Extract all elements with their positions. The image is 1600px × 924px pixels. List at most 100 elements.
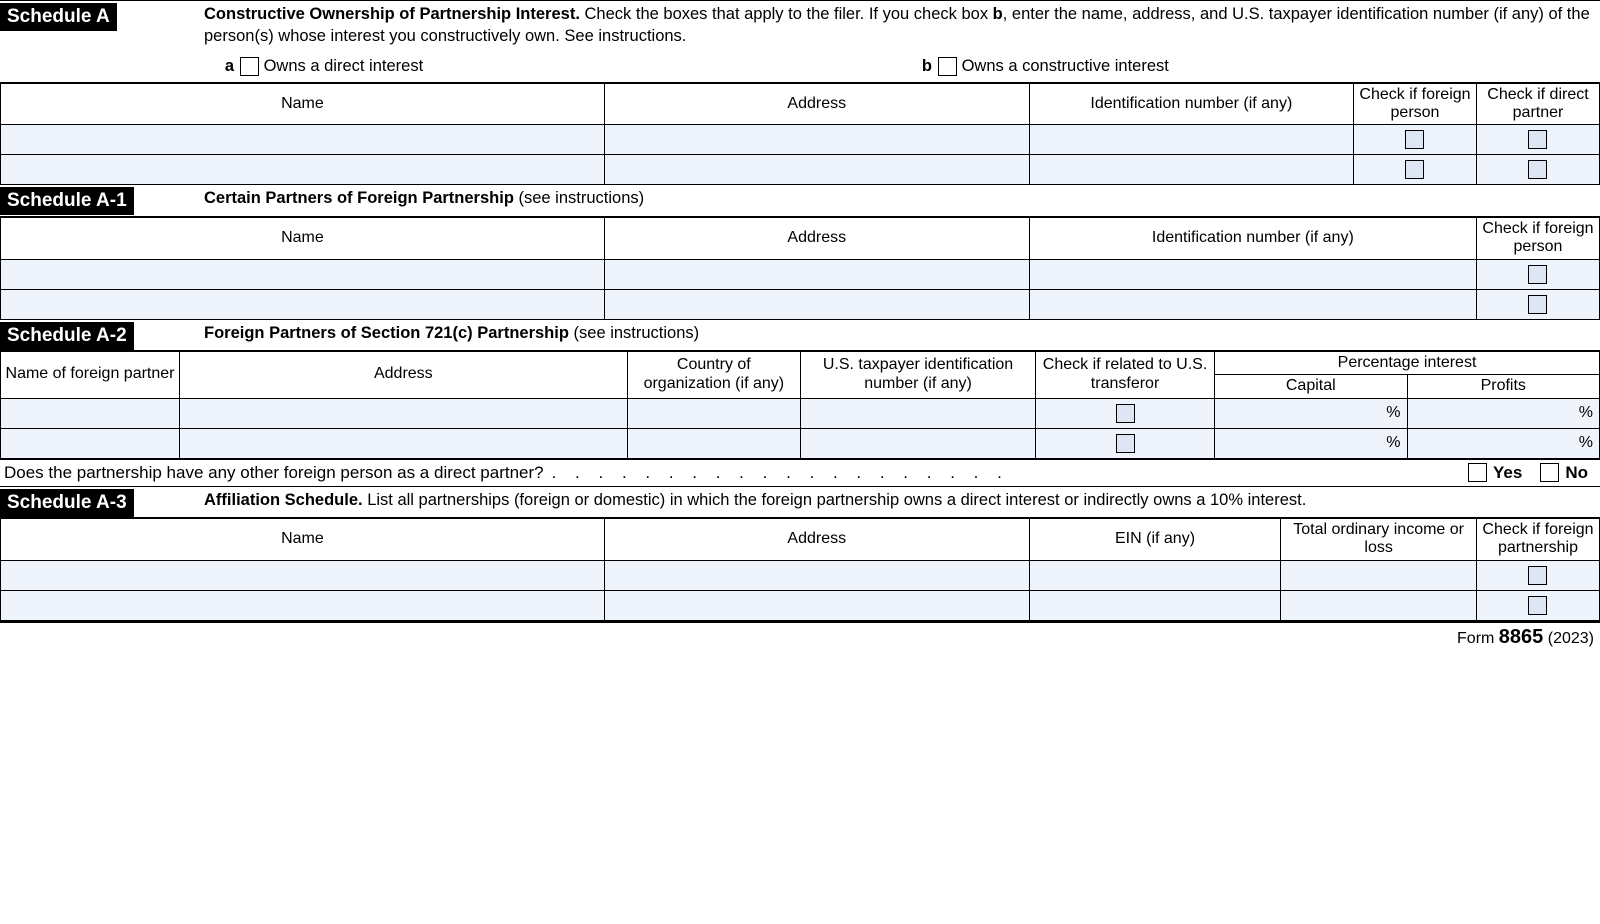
col-name: Name of foreign partner (1, 351, 180, 398)
col-related: Check if related to U.S. transferor (1036, 351, 1215, 398)
cell-id[interactable] (1029, 155, 1353, 185)
col-country: Country of organization (if any) (627, 351, 800, 398)
cell-name[interactable] (1, 428, 180, 458)
cell-address[interactable] (604, 155, 1029, 185)
opt-b-label: Owns a constructive interest (962, 57, 1169, 75)
cell-id[interactable] (801, 428, 1036, 458)
cell-foreign[interactable] (1476, 259, 1599, 289)
schedule-a2-question: Does the partnership have any other fore… (0, 459, 1600, 486)
col-ein: EIN (if any) (1029, 518, 1281, 560)
cell-name[interactable] (1, 259, 605, 289)
cell-country[interactable] (627, 428, 800, 458)
col-address: Address (604, 83, 1029, 125)
yes-label: Yes (1487, 463, 1540, 483)
cell-foreign[interactable] (1476, 289, 1599, 319)
cell-address[interactable] (180, 398, 628, 428)
cell-ein[interactable] (1029, 590, 1281, 620)
leader-dots: . . . . . . . . . . . . . . . . . . . . (544, 463, 1468, 483)
schedule-a-table: Name Address Identification number (if a… (0, 82, 1600, 186)
col-name: Name (1, 518, 605, 560)
cell-capital[interactable]: % (1215, 428, 1407, 458)
table-row: % % (1, 398, 1600, 428)
cell-foreign[interactable] (1353, 125, 1476, 155)
cell-name[interactable] (1, 155, 605, 185)
schedule-a2-title-bold: Foreign Partners of Section 721(c) Partn… (204, 324, 569, 342)
question-text: Does the partnership have any other fore… (4, 463, 544, 483)
table-row (1, 560, 1600, 590)
table-row (1, 125, 1600, 155)
checkbox-no[interactable] (1540, 463, 1559, 482)
cell-address[interactable] (604, 590, 1029, 620)
schedule-a3-header: Schedule A-3 Affiliation Schedule. List … (0, 486, 1600, 517)
cell-profits[interactable]: % (1407, 398, 1600, 428)
schedule-a-b: b (993, 5, 1003, 23)
col-capital: Capital (1215, 375, 1407, 398)
schedule-a3-title-bold: Affiliation Schedule. (204, 491, 363, 509)
col-direct: Check if direct partner (1476, 83, 1599, 125)
cell-related[interactable] (1036, 428, 1215, 458)
col-profits: Profits (1407, 375, 1600, 398)
cell-ein[interactable] (1029, 560, 1281, 590)
col-id: U.S. taxpayer identification number (if … (801, 351, 1036, 398)
schedule-a-label: Schedule A (0, 3, 117, 31)
col-foreign: Check if foreign person (1476, 217, 1599, 259)
schedule-a2-header: Schedule A-2 Foreign Partners of Section… (0, 320, 1600, 350)
table-row (1, 259, 1600, 289)
cell-address[interactable] (604, 560, 1029, 590)
cell-address[interactable] (604, 125, 1029, 155)
table-row (1, 289, 1600, 319)
cell-name[interactable] (1, 590, 605, 620)
checkbox-constructive-interest[interactable] (938, 57, 957, 76)
schedule-a1-title-rest: (see instructions) (519, 189, 645, 207)
cell-name[interactable] (1, 398, 180, 428)
schedule-a3-title-rest: List all partnerships (foreign or domest… (367, 491, 1306, 509)
cell-foreign[interactable] (1476, 560, 1599, 590)
cell-country[interactable] (627, 398, 800, 428)
schedule-a2-title-rest: (see instructions) (574, 324, 700, 342)
no-label: No (1559, 463, 1596, 483)
cell-id[interactable] (1029, 259, 1476, 289)
schedule-a-header: Schedule A Constructive Ownership of Par… (0, 0, 1600, 54)
schedule-a-options: a Owns a direct interest b Owns a constr… (0, 54, 1600, 82)
footer-form: Form (1457, 630, 1494, 647)
cell-direct[interactable] (1476, 155, 1599, 185)
cell-direct[interactable] (1476, 125, 1599, 155)
col-address: Address (180, 351, 628, 398)
cell-id[interactable] (1029, 125, 1353, 155)
col-foreign: Check if foreign person (1353, 83, 1476, 125)
form-footer: Form 8865 (2023) (0, 621, 1600, 652)
schedule-a3-table: Name Address EIN (if any) Total ordinary… (0, 517, 1600, 621)
table-row: % % (1, 428, 1600, 458)
col-name: Name (1, 83, 605, 125)
cell-name[interactable] (1, 125, 605, 155)
schedule-a1-table: Name Address Identification number (if a… (0, 216, 1600, 320)
cell-income[interactable] (1281, 560, 1477, 590)
checkbox-direct-interest[interactable] (240, 57, 259, 76)
cell-id[interactable] (1029, 289, 1476, 319)
cell-profits[interactable]: % (1407, 428, 1600, 458)
cell-income[interactable] (1281, 590, 1477, 620)
table-row (1, 590, 1600, 620)
schedule-a2-label: Schedule A-2 (0, 322, 134, 350)
col-id: Identification number (if any) (1029, 217, 1476, 259)
cell-id[interactable] (801, 398, 1036, 428)
cell-related[interactable] (1036, 398, 1215, 428)
cell-name[interactable] (1, 289, 605, 319)
cell-address[interactable] (604, 259, 1029, 289)
schedule-a-instructions: Constructive Ownership of Partnership In… (200, 1, 1600, 54)
col-income: Total ordinary income or loss (1281, 518, 1477, 560)
col-pct: Percentage interest (1215, 351, 1600, 375)
schedule-a3-label: Schedule A-3 (0, 489, 134, 517)
col-address: Address (604, 217, 1029, 259)
cell-address[interactable] (180, 428, 628, 458)
schedule-a1-header: Schedule A-1 Certain Partners of Foreign… (0, 185, 1600, 215)
cell-foreign[interactable] (1476, 590, 1599, 620)
cell-foreign[interactable] (1353, 155, 1476, 185)
schedule-a1-title-bold: Certain Partners of Foreign Partnership (204, 189, 514, 207)
cell-address[interactable] (604, 289, 1029, 319)
schedule-a1-label: Schedule A-1 (0, 187, 134, 215)
checkbox-yes[interactable] (1468, 463, 1487, 482)
cell-capital[interactable]: % (1215, 398, 1407, 428)
col-address: Address (604, 518, 1029, 560)
cell-name[interactable] (1, 560, 605, 590)
